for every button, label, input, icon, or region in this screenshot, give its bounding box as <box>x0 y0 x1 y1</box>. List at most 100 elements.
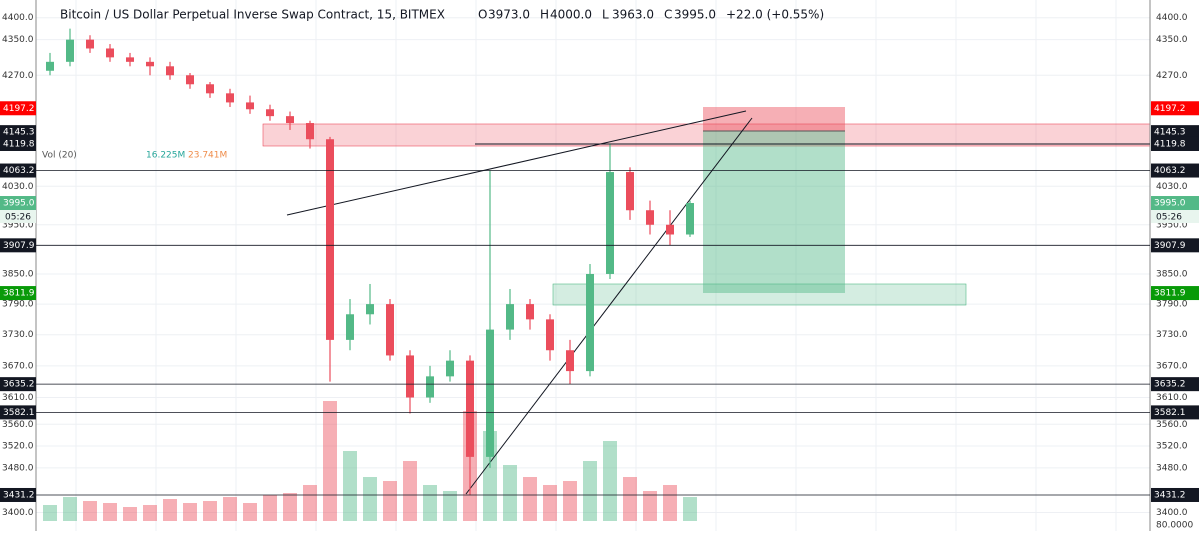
resistance-zone[interactable] <box>262 123 1200 147</box>
ohlc-value: 3973.0 <box>488 8 530 22</box>
price-badge-left <box>0 286 36 301</box>
price-badge-text: 4063.2 <box>1154 166 1186 176</box>
volume-bar <box>303 485 317 521</box>
countdown-badge <box>0 210 36 224</box>
volume-bar <box>443 491 457 521</box>
volume-bar <box>503 465 517 521</box>
candle-body <box>686 203 694 235</box>
price-badge-left-text: 3811.9 <box>3 289 35 299</box>
candle-body <box>126 57 134 62</box>
price-badge-left <box>0 238 36 253</box>
price-badge-text: 3582.1 <box>1154 408 1186 418</box>
y-tick-label-left: 3520.0 <box>2 441 34 451</box>
target-zone[interactable] <box>703 131 845 293</box>
volume-bar <box>183 503 197 521</box>
y-tick-label-left: 3480.0 <box>2 463 34 473</box>
trend-line[interactable] <box>286 110 747 216</box>
candle-body <box>426 376 434 398</box>
price-badge-left <box>0 377 36 392</box>
candle-body <box>606 172 614 274</box>
price-badge-left <box>0 405 36 420</box>
ohlc-value: 3963.0 <box>612 8 654 22</box>
ohlc-key: H <box>540 8 549 22</box>
support-zone[interactable] <box>552 283 967 306</box>
price-badge-left-text: 3635.2 <box>3 380 35 390</box>
y-tick-label-left: 4270.0 <box>2 71 34 81</box>
volume-bar <box>63 497 77 521</box>
price-axis-left <box>0 0 36 531</box>
y-tick-label-left: 3670.0 <box>2 361 34 371</box>
y-tick-label-left: 3790.0 <box>2 300 34 310</box>
price-badge <box>1151 125 1199 140</box>
candle-body <box>46 61 54 71</box>
y-tick-label: 3670.0 <box>1156 361 1188 371</box>
candle-body <box>446 360 454 377</box>
candle-body <box>486 329 494 457</box>
y-tick-label-left: 3950.0 <box>2 220 34 230</box>
price-badge-text: 4197.2 <box>1154 104 1186 114</box>
volume-bar <box>683 497 697 521</box>
candle-body <box>366 304 374 315</box>
volume-bar <box>383 481 397 521</box>
candle-body <box>246 102 254 110</box>
price-badge <box>1151 101 1199 116</box>
volume-value: 23.741M <box>188 151 227 161</box>
price-badge-text: 4119.8 <box>1154 139 1186 149</box>
candle-body <box>86 39 94 49</box>
price-badge-text: 4145.3 <box>1154 128 1186 138</box>
price-axis <box>1150 0 1200 531</box>
trend-line[interactable] <box>465 117 753 495</box>
chart-title: Bitcoin / US Dollar Perpetual Inverse Sw… <box>60 8 445 22</box>
y-tick-label: 4400.0 <box>1156 13 1188 23</box>
candle-body <box>666 224 674 235</box>
y-tick-label: 3610.0 <box>1156 393 1188 403</box>
y-tick-label: 3850.0 <box>1156 269 1188 279</box>
candle-body <box>626 172 634 211</box>
price-badge-left <box>0 163 36 178</box>
price-badge-text: 3995.0 <box>1154 199 1186 209</box>
y-tick-label: 4030.0 <box>1156 182 1188 192</box>
candle-body <box>186 75 194 85</box>
ohlc-value: 4000.0 <box>550 8 592 22</box>
y-tick-label-left: 4030.0 <box>2 182 34 192</box>
stop-zone[interactable] <box>703 107 845 131</box>
candle-body <box>586 273 594 372</box>
price-badge <box>1151 136 1199 151</box>
volume-bar <box>283 493 297 521</box>
volume-bar <box>243 503 257 521</box>
volume-axis-label: 80.0000 <box>1156 521 1193 531</box>
countdown-badge <box>1151 210 1199 224</box>
price-badge-left-text: 3431.2 <box>3 490 35 500</box>
candle-body <box>526 304 534 320</box>
price-badge <box>1151 487 1199 502</box>
countdown: 05:26 <box>5 213 31 223</box>
y-tick-label: 3790.0 <box>1156 300 1188 310</box>
volume-bar <box>163 499 177 521</box>
volume-bar <box>363 477 377 521</box>
candle-body <box>406 355 414 398</box>
price-badge-text: 3635.2 <box>1154 380 1186 390</box>
candle-body <box>466 360 474 457</box>
price-badge <box>1151 163 1199 178</box>
volume-bar <box>543 485 557 521</box>
price-badge <box>1151 377 1199 392</box>
candle-body <box>566 350 574 372</box>
candle-body <box>266 109 274 117</box>
y-tick-label: 3950.0 <box>1156 220 1188 230</box>
price-badge-left <box>0 196 36 211</box>
price-badge-text: 3431.2 <box>1154 490 1186 500</box>
price-badge <box>1151 238 1199 253</box>
volume-value: 16.225M <box>146 151 185 161</box>
volume-bar <box>603 441 617 521</box>
volume-bar <box>403 461 417 521</box>
price-badge-left-text: 4119.8 <box>3 139 35 149</box>
candle-body <box>206 84 214 94</box>
volume-bar <box>83 501 97 521</box>
candle-body <box>286 116 294 124</box>
countdown: 05:26 <box>1156 213 1182 223</box>
price-badge <box>1151 196 1199 211</box>
y-tick-label-left: 3560.0 <box>2 420 34 430</box>
candle-body <box>146 61 154 67</box>
ohlc-key: C <box>664 8 672 22</box>
